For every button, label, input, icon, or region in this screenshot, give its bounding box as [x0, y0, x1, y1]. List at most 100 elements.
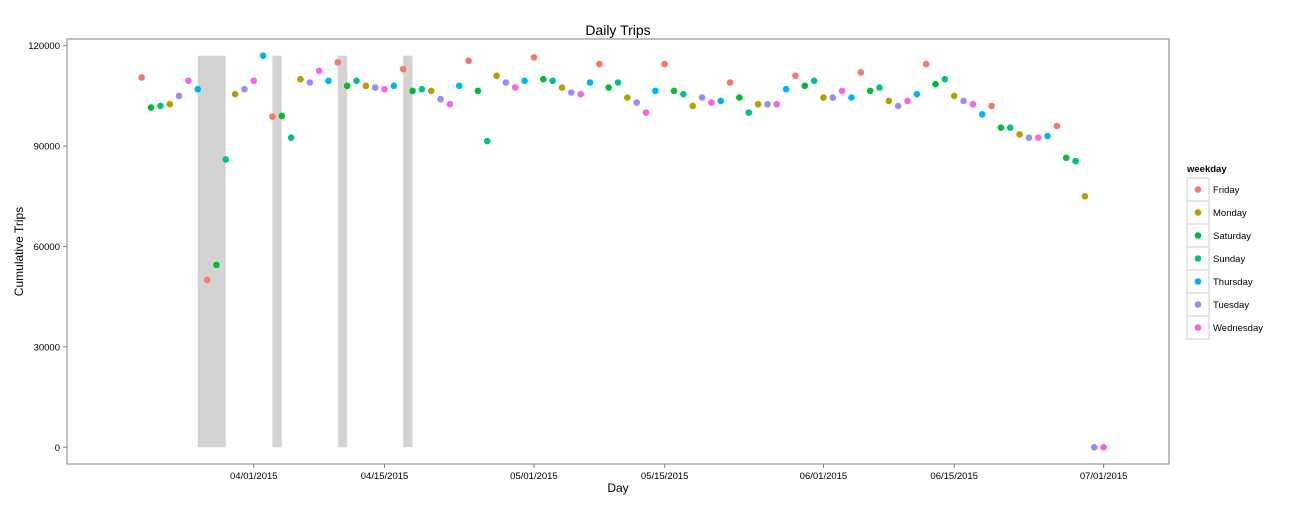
data-point-saturday	[278, 112, 286, 120]
data-point-friday	[269, 113, 276, 120]
y-axis-title: Cumulative Trips	[12, 207, 26, 296]
data-point-monday	[820, 94, 827, 101]
legend-key-monday	[1194, 209, 1202, 216]
data-point-sunday	[745, 109, 753, 116]
data-point-monday	[427, 87, 435, 95]
data-point-friday	[988, 102, 995, 110]
legend-title: weekday	[1186, 164, 1227, 175]
data-points	[138, 52, 1107, 451]
data-point-tuesday	[764, 100, 771, 108]
data-point-thursday	[848, 94, 855, 101]
data-point-saturday	[343, 82, 351, 90]
data-point-thursday	[325, 77, 332, 85]
data-point-monday	[754, 100, 762, 108]
plot-background	[66, 38, 1170, 465]
data-point-sunday	[483, 137, 491, 145]
data-point-wednesday	[642, 109, 650, 116]
data-point-thursday	[259, 52, 267, 60]
data-point-sunday	[1006, 124, 1014, 131]
data-point-tuesday	[306, 79, 314, 86]
data-point-wednesday	[446, 100, 454, 108]
data-point-sunday	[810, 77, 818, 85]
data-point-saturday	[409, 87, 416, 95]
data-point-tuesday	[894, 102, 902, 110]
data-point-sunday	[353, 77, 360, 85]
data-point-monday	[624, 94, 631, 101]
data-point-tuesday	[437, 95, 444, 103]
data-point-monday	[362, 82, 370, 90]
data-point-wednesday	[1100, 443, 1107, 451]
data-point-saturday	[801, 82, 809, 90]
data-point-thursday	[652, 87, 659, 95]
data-point-friday	[1053, 122, 1061, 130]
legend-label: Monday	[1213, 208, 1247, 219]
data-point-sunday	[222, 156, 230, 163]
data-point-monday	[558, 84, 566, 91]
shaded-bands	[197, 55, 413, 448]
data-point-thursday	[717, 97, 725, 105]
x-axis-title: Day	[607, 481, 628, 495]
data-point-thursday	[521, 77, 528, 85]
legend-key-saturday	[1194, 232, 1202, 239]
data-point-saturday	[147, 104, 155, 111]
x-tick-label: 04/15/2015	[361, 471, 409, 482]
legend: weekday Friday Monday Saturday Sunday Thursd…	[1186, 164, 1263, 340]
legend-key-sunday	[1194, 255, 1202, 262]
legend-key-friday	[1194, 186, 1202, 193]
data-point-sunday	[157, 102, 164, 110]
data-point-wednesday	[773, 100, 781, 108]
data-point-friday	[792, 72, 799, 80]
y-axis: 0 30000 60000 90000 120000	[28, 41, 67, 454]
shaded-band	[337, 55, 348, 448]
data-point-saturday	[539, 75, 547, 83]
data-point-thursday	[194, 85, 202, 93]
x-tick-label: 06/15/2015	[930, 471, 978, 482]
data-point-tuesday	[371, 84, 379, 91]
data-point-tuesday	[633, 99, 640, 106]
data-point-sunday	[549, 77, 556, 85]
data-point-saturday	[605, 84, 612, 91]
data-point-tuesday	[175, 92, 183, 100]
data-point-friday	[138, 74, 146, 81]
y-tick-label: 60000	[34, 242, 60, 253]
data-point-wednesday	[315, 67, 323, 75]
shaded-band	[403, 55, 413, 448]
x-tick-label: 07/01/2015	[1080, 471, 1128, 482]
data-point-tuesday	[568, 89, 575, 96]
data-point-monday	[885, 97, 893, 105]
legend-label: Sunday	[1213, 254, 1245, 265]
data-point-monday	[493, 72, 500, 80]
data-point-saturday	[474, 87, 482, 95]
data-point-friday	[465, 57, 472, 65]
legend-label: Thursday	[1213, 277, 1253, 288]
data-point-saturday	[213, 261, 220, 269]
data-point-sunday	[1072, 157, 1079, 165]
data-point-wednesday	[838, 87, 846, 95]
y-tick-label: 0	[55, 443, 60, 454]
data-point-friday	[857, 69, 865, 76]
legend-label: Friday	[1213, 185, 1240, 196]
data-point-sunday	[287, 134, 295, 142]
legend-label: Wednesday	[1213, 323, 1263, 334]
data-point-monday	[297, 75, 304, 83]
data-point-tuesday	[960, 97, 967, 105]
data-point-tuesday	[1090, 443, 1098, 451]
x-tick-label: 05/15/2015	[641, 471, 689, 482]
data-point-tuesday	[1025, 134, 1033, 142]
legend-key-wednesday	[1194, 324, 1202, 331]
data-point-saturday	[1062, 154, 1070, 162]
data-point-monday	[950, 92, 958, 100]
data-point-monday	[689, 102, 697, 110]
data-point-wednesday	[250, 77, 258, 85]
legend-label: Tuesday	[1213, 300, 1249, 311]
data-point-friday	[661, 60, 668, 68]
data-point-wednesday	[511, 84, 519, 91]
chart-title: Daily Trips	[585, 22, 650, 38]
data-point-monday	[231, 90, 239, 98]
data-point-friday	[399, 65, 407, 73]
data-point-saturday	[866, 87, 874, 95]
data-point-sunday	[680, 90, 687, 98]
data-point-sunday	[418, 85, 426, 93]
legend-key-thursday	[1194, 278, 1202, 285]
